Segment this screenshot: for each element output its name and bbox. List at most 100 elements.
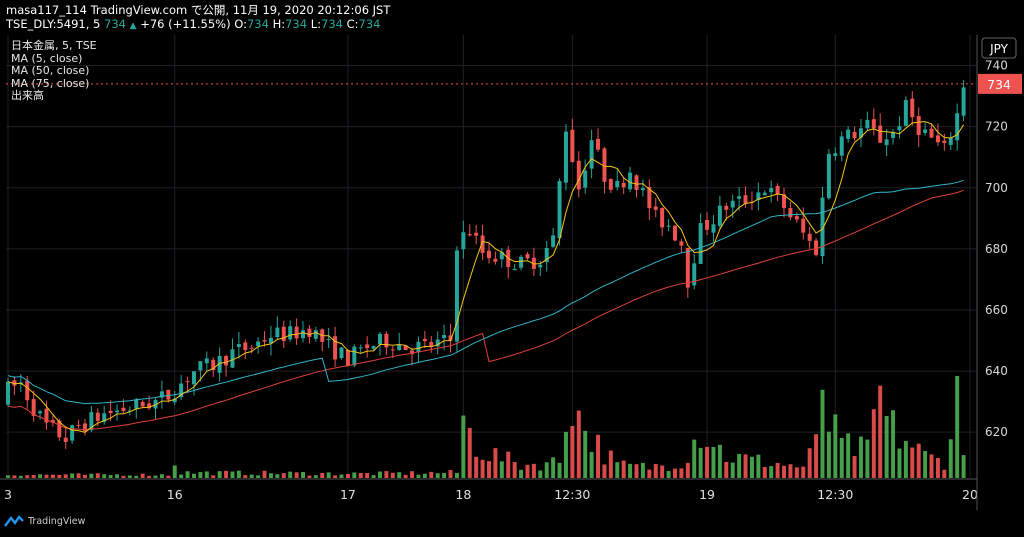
volume-bar [95, 473, 100, 478]
volume-bar [711, 446, 716, 478]
volume-bar [6, 475, 10, 478]
volume-bar [935, 457, 940, 478]
last-price-tag-label: 734 [987, 77, 1011, 92]
legend-ma5[interactable]: MA (5, close) [11, 51, 83, 65]
candle-body [371, 346, 376, 349]
volume-bar [570, 425, 575, 478]
candle-body [448, 335, 453, 341]
legend-ma75[interactable]: MA (75, close) [11, 76, 90, 90]
volume-bar [724, 461, 729, 478]
candle-body [820, 197, 825, 257]
x-tick-label: 17 [340, 487, 356, 502]
volume-bar [410, 471, 415, 478]
volume-bar [929, 454, 934, 478]
volume-bar [403, 474, 408, 478]
candle-body [666, 225, 671, 227]
volume-bar [692, 439, 697, 478]
volume-bar [858, 436, 863, 478]
high-value: 734 [285, 17, 308, 31]
tradingview-logo-icon [4, 515, 24, 527]
open-label: O: [234, 17, 247, 31]
volume-bar [634, 464, 639, 478]
indicator-legend: 日本金属, 5, TSE MA (5, close) MA (50, close… [11, 39, 97, 103]
candle-body [570, 129, 575, 162]
candle-body [326, 339, 331, 341]
legend-title[interactable]: 日本金属, 5, TSE [11, 39, 97, 52]
volume-bar [602, 464, 607, 478]
volume-bar [865, 439, 870, 478]
volume-bar [89, 473, 94, 478]
ma5-line [7, 121, 965, 433]
candle-body [852, 131, 857, 139]
candle-body [775, 185, 780, 195]
candle-body [358, 347, 363, 349]
volume-bar [833, 414, 838, 478]
publish-info: masa117_114 TradingView.com で公開, 11月 19,… [6, 3, 390, 17]
volume-bar [384, 471, 389, 478]
candle-body [461, 232, 466, 250]
candle-body [596, 138, 601, 150]
y-tick-label: 740 [985, 59, 1008, 73]
candle-body [185, 381, 190, 383]
volume-bar [38, 474, 43, 478]
candle-body [204, 358, 209, 364]
volume-bar [897, 448, 902, 478]
candle-body [211, 359, 216, 371]
candle-body [384, 333, 389, 348]
candle-body [108, 410, 113, 414]
volume-bar [448, 470, 453, 478]
volume-bar [615, 462, 620, 478]
volume-bar [63, 474, 68, 478]
candle-body [50, 420, 55, 423]
candle-body [172, 398, 177, 403]
volume-bar [769, 466, 774, 478]
candle-body [737, 196, 742, 199]
volume-bar [826, 431, 831, 478]
x-tick-label: 18 [455, 487, 471, 502]
volume-bar [358, 472, 363, 478]
volume-bar [891, 410, 896, 478]
volume-bar [660, 465, 665, 478]
candle-body [410, 350, 415, 355]
candle-body [698, 223, 703, 264]
volume-bar [294, 472, 299, 478]
volume-bar [525, 464, 530, 478]
candle-body [769, 188, 774, 193]
x-tick-label: 3 [4, 487, 12, 502]
volume-bar [442, 472, 447, 478]
volume-bar [281, 473, 286, 478]
brand-label: TradingView [28, 515, 86, 527]
candle-body [608, 179, 613, 190]
volume-bar [50, 474, 55, 478]
volume-bar [878, 385, 883, 478]
candle-body [281, 326, 286, 342]
candle-body [115, 410, 120, 413]
volume-bar [596, 434, 601, 478]
legend-ma50[interactable]: MA (50, close) [11, 64, 90, 77]
volume-bar [435, 473, 440, 478]
candle-body [942, 140, 947, 144]
high-label: H: [272, 17, 286, 31]
volume-bar [467, 427, 472, 478]
candle-body [397, 344, 402, 350]
volume-bar [313, 475, 318, 478]
volume-bar [730, 462, 735, 478]
candle-body [903, 100, 908, 126]
candle-body [711, 224, 716, 233]
candle-body [352, 346, 357, 366]
volume-bar [506, 451, 511, 478]
candle-body [858, 128, 863, 138]
legend-volume[interactable]: 出来高 [11, 89, 44, 102]
x-tick-label: 12:30 [817, 487, 853, 502]
tradingview-brand[interactable]: TradingView [4, 515, 85, 527]
candle-body [493, 258, 498, 262]
candle-body [442, 334, 447, 339]
candle-body [826, 153, 831, 199]
candle-body [198, 361, 203, 371]
close-label: C: [346, 17, 359, 31]
volume-bar [531, 463, 536, 478]
x-tick-label: 19 [699, 487, 715, 502]
volume-bar [839, 437, 844, 478]
